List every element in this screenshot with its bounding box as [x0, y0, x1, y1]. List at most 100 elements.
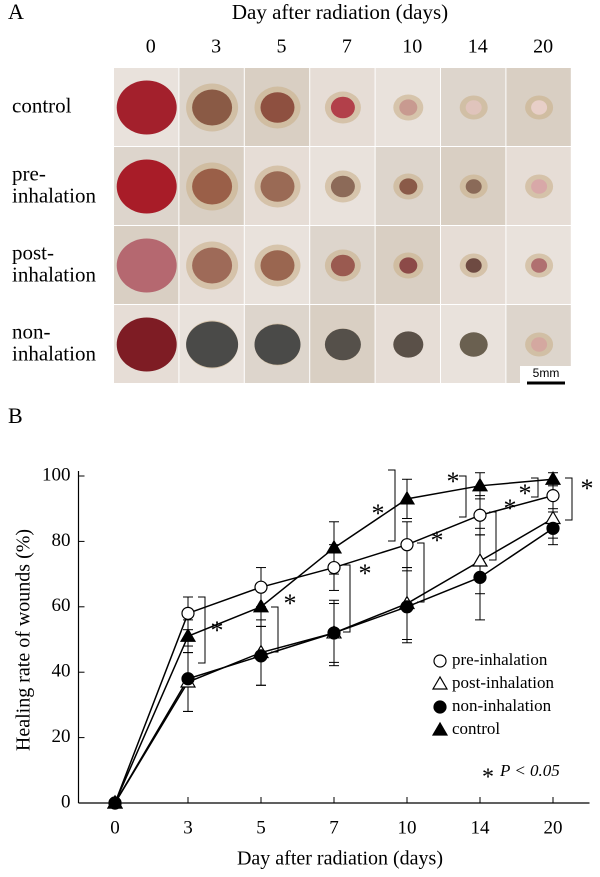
- marker: [544, 510, 562, 525]
- marker: [546, 521, 560, 535]
- marker: [431, 675, 449, 690]
- bracket: [343, 564, 351, 633]
- wound: [192, 168, 233, 205]
- x-tick-label: 5: [256, 817, 266, 838]
- column-label: 5: [277, 36, 287, 58]
- bracket: [271, 606, 279, 653]
- scale-bar-label: 5mm: [533, 366, 560, 380]
- bracket: [489, 511, 497, 561]
- wound: [399, 99, 418, 116]
- wound: [260, 171, 295, 202]
- legend-label: pre-inhalation: [452, 650, 548, 669]
- row-label: non-: [12, 319, 51, 343]
- column-label: 3: [211, 36, 221, 58]
- marker: [254, 580, 268, 594]
- marker: [433, 700, 447, 714]
- column-label: 7: [342, 36, 352, 58]
- significance-mark: *: [519, 479, 532, 508]
- marker: [473, 508, 487, 522]
- x-tick-label: 10: [398, 817, 417, 838]
- column-label: 14: [468, 36, 488, 58]
- marker: [252, 598, 270, 613]
- wound: [465, 100, 482, 115]
- marker: [327, 626, 341, 640]
- wound: [330, 254, 355, 277]
- marker: [473, 570, 487, 584]
- significance-mark: *: [211, 616, 224, 645]
- y-tick-label: 60: [52, 595, 71, 616]
- bracket: [417, 542, 425, 603]
- wound: [330, 175, 355, 198]
- bracket: [531, 477, 539, 498]
- significance-mark: *: [359, 559, 372, 588]
- y-axis-label: Healing rate of wounds (%): [13, 529, 35, 751]
- y-tick-label: 20: [52, 726, 71, 747]
- y-tick-label: 100: [42, 464, 71, 485]
- panel-title: Day after radiation (days): [232, 0, 448, 24]
- marker: [433, 654, 447, 668]
- bracket: [198, 596, 206, 664]
- y-tick-label: 80: [52, 530, 71, 551]
- marker: [325, 539, 343, 554]
- y-tick-label: 0: [61, 791, 71, 812]
- bracket: [388, 469, 396, 542]
- wound: [192, 89, 233, 126]
- x-tick-label: 0: [110, 817, 120, 838]
- bracket: [565, 477, 573, 521]
- x-tick-label: 14: [471, 817, 491, 838]
- wound: [465, 179, 482, 194]
- significance-mark: *: [284, 589, 297, 618]
- x-tick-label: 20: [544, 817, 563, 838]
- wound: [531, 337, 548, 352]
- column-label: 10: [402, 36, 422, 58]
- legend-label: post-inhalation: [452, 673, 554, 692]
- marker: [327, 560, 341, 575]
- wound: [192, 247, 233, 284]
- row-label: post-: [12, 240, 54, 264]
- marker: [544, 471, 562, 485]
- row-label: pre-: [12, 161, 46, 185]
- x-tick-label: 7: [329, 817, 339, 838]
- wound: [116, 238, 177, 293]
- marker: [106, 794, 124, 809]
- wound: [459, 332, 488, 357]
- significance-legend: P < 0.05: [499, 761, 560, 780]
- marker: [254, 649, 268, 663]
- significance-mark: *: [431, 526, 444, 555]
- marker: [400, 600, 414, 614]
- wound: [254, 324, 301, 365]
- scale-bar-bg: [520, 366, 572, 386]
- marker: [400, 538, 414, 552]
- wound: [465, 258, 482, 273]
- wound: [260, 250, 295, 281]
- marker: [471, 552, 489, 567]
- marker: [181, 672, 195, 686]
- wound: [186, 321, 239, 368]
- y-tick-label: 40: [52, 661, 71, 682]
- legend-label: control: [452, 719, 500, 738]
- significance-mark: *: [504, 494, 517, 523]
- row-label: control: [12, 93, 72, 117]
- wound: [399, 257, 418, 274]
- wound: [531, 179, 548, 194]
- significance-mark: *: [581, 474, 594, 503]
- marker: [546, 489, 560, 503]
- wound: [324, 328, 361, 361]
- row-label: inhalation: [12, 341, 96, 365]
- row-label: inhalation: [12, 262, 96, 286]
- wound: [260, 92, 295, 123]
- marker: [181, 606, 195, 620]
- wound: [531, 258, 548, 273]
- legend-label: non-inhalation: [452, 696, 552, 715]
- marker: [398, 490, 416, 505]
- row-label: inhalation: [12, 183, 96, 207]
- wound: [116, 317, 177, 372]
- wound: [330, 96, 355, 119]
- column-label: 0: [146, 36, 156, 58]
- wound: [531, 100, 548, 115]
- panel-label: A: [8, 0, 24, 24]
- marker: [179, 628, 197, 642]
- marker: [471, 477, 489, 492]
- wound: [399, 178, 418, 195]
